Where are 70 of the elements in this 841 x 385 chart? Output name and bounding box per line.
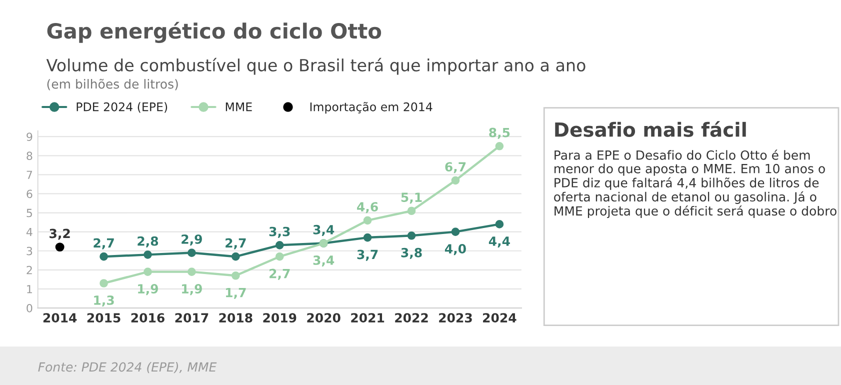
x-tick-label: 2019	[263, 313, 296, 323]
x-tick-label: 2017	[175, 313, 208, 323]
point	[275, 240, 284, 250]
point	[144, 268, 152, 276]
point	[188, 268, 196, 276]
point	[407, 231, 416, 240]
y-tick-label: 6	[26, 190, 32, 198]
y-tick-label: 5	[26, 208, 32, 218]
legend-label: MME	[226, 102, 252, 112]
point	[495, 220, 504, 228]
point	[363, 233, 372, 242]
point	[188, 248, 196, 257]
y-tick-label: 3	[26, 246, 32, 256]
x-tick-label: 2018	[219, 313, 252, 323]
text: (em bilhões de litros)	[47, 78, 178, 90]
y-tick-label: 7	[26, 170, 32, 179]
x-tick-label: 2021	[351, 313, 384, 323]
x-tick-label: 2020	[307, 313, 340, 323]
text: Para a EPE o Desafio do Ciclo Otto é bem menor do que aposta o MME. Em 10 anos o PDE diz que faltará 4,4 bilhões de litros de oferta nacional de etanol ou gasolina. Já o MME projeta que o déficit será quase o dobro	[554, 150, 836, 218]
y-tick-label: 9	[26, 132, 32, 141]
data-label: 3,8	[401, 248, 422, 259]
data-label: 5,1	[401, 192, 422, 204]
data-label: 3,4	[313, 224, 334, 236]
point	[144, 250, 152, 259]
data-label: 6,7	[445, 162, 466, 174]
point	[55, 242, 64, 252]
legend-label: Importação em 2014	[310, 102, 432, 114]
source-note: Fonte: PDE 2024 (EPE), MME	[38, 362, 217, 374]
x-tick-label: 2022	[395, 313, 428, 323]
y-tick-label: 1	[27, 285, 32, 294]
point	[495, 142, 504, 150]
x-tick-label: 2024	[483, 313, 516, 323]
x-tick-label: 2016	[131, 313, 164, 323]
data-label: 4,0	[444, 244, 466, 256]
point	[451, 228, 460, 236]
y-tick-label: 2	[26, 266, 32, 274]
data-label: 2,8	[138, 236, 158, 248]
data-label: 8,5	[489, 128, 510, 139]
chart-title: Gap energético do ciclo Otto	[47, 22, 382, 43]
data-label: 1,3	[94, 295, 114, 307]
data-label: 3,2	[50, 228, 70, 240]
point	[363, 216, 372, 225]
data-label: 4,6	[357, 202, 378, 214]
data-label: 2,7	[94, 238, 114, 250]
point	[100, 252, 108, 261]
point	[100, 279, 108, 288]
x-tick-label: 2014	[43, 313, 77, 323]
y-tick-label: 4	[26, 228, 32, 236]
text: Desafio mais fácil	[555, 121, 746, 137]
data-label: 2,9	[182, 234, 202, 246]
y-tick-label: 0	[26, 304, 32, 312]
point	[275, 252, 284, 261]
point	[232, 252, 240, 261]
point	[232, 271, 240, 280]
data-label: 3,7	[357, 250, 378, 261]
data-label: 1,7	[226, 288, 246, 299]
y-tick-label: 8	[26, 152, 32, 160]
legend-label: PDE 2024 (EPE)	[76, 102, 168, 113]
data-label: 3,3	[269, 226, 290, 238]
point	[407, 206, 416, 216]
data-label: 3,4	[313, 255, 334, 267]
x-tick-label: 2015	[87, 313, 120, 323]
data-label: 2,7	[270, 268, 290, 280]
chart-subtitle: Volume de combustível que o Brasil terá que importar ano a ano	[46, 58, 586, 75]
data-label: 1,9	[182, 284, 202, 296]
data-label: 4,4	[488, 236, 510, 248]
data-label: 1,9	[138, 284, 158, 296]
point	[451, 176, 460, 185]
data-label: 2,7	[226, 238, 246, 250]
x-tick-label: 2023	[439, 313, 472, 323]
